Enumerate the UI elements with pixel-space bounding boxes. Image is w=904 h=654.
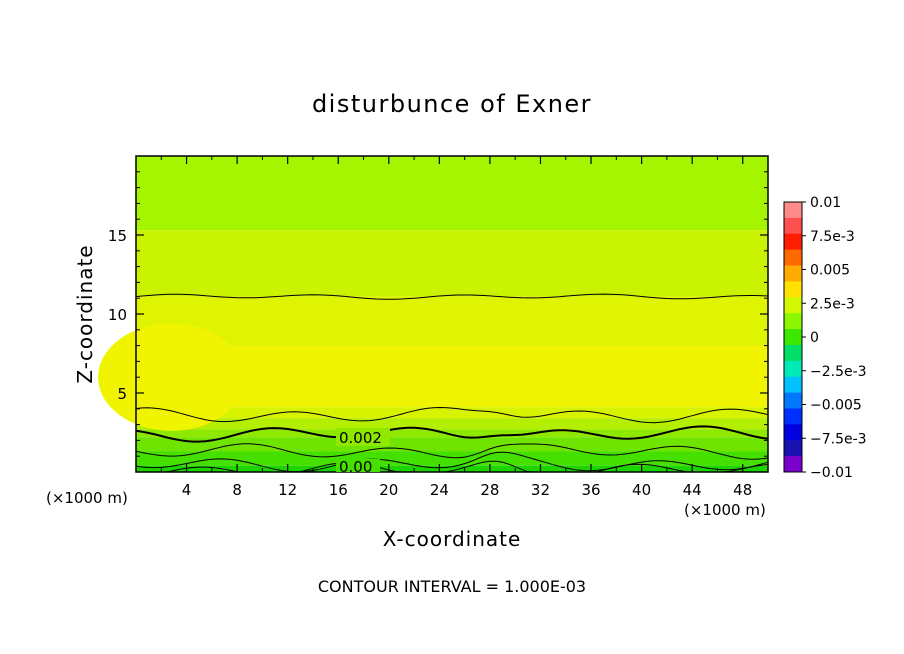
colorbar-swatch-10: [784, 360, 802, 378]
colorbar-label-6: −0.005: [810, 398, 862, 414]
band-9: [136, 465, 768, 472]
x-tick-label-48: 48: [733, 481, 752, 499]
colorbar-label-0: 0.01: [810, 195, 841, 211]
band-bulge: [98, 323, 245, 431]
band-2: [136, 296, 768, 346]
contour-label-0-00: 0.00: [339, 458, 372, 476]
x-tick-label-28: 28: [480, 481, 499, 499]
band-7: [136, 437, 768, 452]
colorbar-swatch-0: [784, 202, 802, 219]
x-tick-label-24: 24: [430, 481, 449, 499]
x-tick-label-16: 16: [329, 481, 348, 499]
colorbar-swatch-8: [784, 329, 802, 346]
contour-label-bg-2: [336, 459, 380, 472]
x-tick-label-32: 32: [531, 481, 550, 499]
y-tick-label-5: 5: [117, 385, 127, 403]
colorbar-swatch-12: [784, 392, 802, 409]
colorbar-label-8: −0.01: [810, 465, 853, 481]
x-tick-label-36: 36: [581, 481, 600, 499]
x-unit-right: (×1000 m): [684, 501, 766, 519]
band-1: [136, 230, 768, 297]
y-tick-labels: 5 10 15: [108, 227, 127, 403]
y-axis-label: Z-coordinate: [73, 244, 97, 383]
y-tick-label-10: 10: [108, 306, 127, 324]
colorbar-label-1: 7.5e-3: [810, 229, 855, 245]
colorbar-swatch-11: [784, 376, 802, 393]
colorbar-swatch-15: [784, 440, 802, 457]
colorbar-swatch-6: [784, 297, 802, 314]
chart-title: disturbunce of Exner: [312, 90, 592, 118]
colorbar-labels: 0.01 7.5e-3 0.005 2.5e-3 0 −2.5e-3 −0.005 −7.5e…: [802, 195, 867, 481]
contour-interval-footer: CONTOUR INTERVAL = 1.000E-03: [318, 577, 586, 596]
colorbar-swatch-2: [784, 233, 802, 250]
colorbar-swatch-4: [784, 265, 802, 282]
colorbar-swatch-16: [784, 456, 802, 473]
colorbar-swatch-7: [784, 313, 802, 330]
band-6: [136, 429, 768, 438]
colorbar: [783, 201, 803, 473]
contour-line-1: [135, 406, 769, 424]
colorbar-swatch-14: [784, 424, 802, 441]
colorbar-label-5: −2.5e-3: [810, 364, 867, 380]
band-0: [136, 156, 768, 231]
band-5: [136, 418, 768, 430]
contour-line-4: [135, 451, 769, 473]
x-tick-label-8: 8: [232, 481, 242, 499]
contour-label-bg-1: [336, 428, 390, 446]
colorbar-swatch-9: [784, 344, 802, 362]
band-8: [136, 451, 768, 466]
colorbar-swatch-1: [784, 217, 802, 235]
colorbar-swatch-5: [784, 281, 802, 298]
contour-line-0: [135, 293, 769, 300]
x-tick-label-44: 44: [683, 481, 702, 499]
x-tick-labels: 4 8 12 16 20 24 28 32 36 40 44 48: [182, 481, 752, 499]
x-tick-label-4: 4: [182, 481, 192, 499]
y-tick-label-15: 15: [108, 227, 127, 245]
colorbar-label-4: 0: [810, 330, 819, 346]
contour-line-3: [135, 443, 769, 460]
colorbar-label-3: 2.5e-3: [810, 296, 855, 312]
colorbar-swatch-13: [784, 408, 802, 425]
x-tick-label-20: 20: [379, 481, 398, 499]
contour-line-2: [135, 425, 769, 443]
colorbar-label-7: −7.5e-3: [810, 431, 867, 447]
x-axis-label: X-coordinate: [383, 527, 522, 551]
contour-label-0-002: 0.002: [339, 429, 382, 447]
x-unit-left: (×1000 m): [46, 489, 128, 507]
band-4: [136, 407, 768, 419]
colorbar-label-2: 0.005: [810, 263, 850, 279]
colorbar-swatch-3: [784, 249, 802, 266]
plot-area: 0.002 0.00: [98, 155, 769, 476]
x-tick-label-12: 12: [278, 481, 297, 499]
x-tick-label-40: 40: [632, 481, 651, 499]
